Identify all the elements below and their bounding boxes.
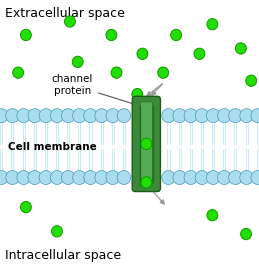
Circle shape: [61, 109, 75, 123]
Circle shape: [195, 109, 209, 123]
Circle shape: [50, 171, 64, 185]
Circle shape: [117, 109, 131, 123]
Circle shape: [173, 171, 186, 185]
Circle shape: [106, 171, 119, 185]
Circle shape: [39, 171, 53, 185]
Circle shape: [13, 67, 24, 78]
Circle shape: [73, 109, 86, 123]
Circle shape: [207, 19, 218, 30]
Circle shape: [173, 109, 186, 123]
Circle shape: [6, 109, 19, 123]
Circle shape: [240, 109, 253, 123]
Circle shape: [0, 171, 8, 185]
Circle shape: [50, 109, 64, 123]
Circle shape: [251, 171, 259, 185]
Text: Cell membrane: Cell membrane: [8, 141, 97, 152]
Text: Intracellular space: Intracellular space: [5, 249, 121, 262]
Circle shape: [184, 109, 198, 123]
Circle shape: [206, 171, 220, 185]
Circle shape: [17, 171, 30, 185]
Circle shape: [207, 210, 218, 221]
Circle shape: [52, 226, 62, 237]
Circle shape: [218, 171, 231, 185]
Circle shape: [240, 171, 253, 185]
Circle shape: [117, 171, 131, 185]
Circle shape: [106, 109, 119, 123]
Circle shape: [229, 109, 242, 123]
FancyBboxPatch shape: [132, 96, 160, 192]
Circle shape: [84, 171, 97, 185]
Circle shape: [194, 48, 205, 59]
Circle shape: [95, 109, 108, 123]
Circle shape: [20, 29, 31, 41]
Circle shape: [137, 48, 148, 59]
Circle shape: [171, 29, 182, 41]
Circle shape: [141, 138, 152, 150]
Circle shape: [39, 109, 53, 123]
Circle shape: [106, 29, 117, 41]
Text: Extracellular space: Extracellular space: [5, 7, 125, 20]
Circle shape: [17, 109, 30, 123]
Circle shape: [20, 201, 31, 213]
Circle shape: [162, 109, 175, 123]
FancyBboxPatch shape: [140, 102, 153, 186]
Circle shape: [61, 171, 75, 185]
Circle shape: [64, 16, 75, 27]
Circle shape: [218, 109, 231, 123]
Circle shape: [195, 171, 209, 185]
Circle shape: [246, 75, 257, 86]
Circle shape: [241, 228, 251, 240]
Circle shape: [95, 171, 108, 185]
Circle shape: [132, 89, 143, 100]
Circle shape: [72, 56, 83, 68]
Circle shape: [206, 109, 220, 123]
Circle shape: [0, 109, 8, 123]
Circle shape: [73, 171, 86, 185]
Circle shape: [235, 43, 246, 54]
Circle shape: [158, 67, 169, 78]
Circle shape: [28, 109, 41, 123]
Circle shape: [141, 177, 152, 188]
Circle shape: [28, 171, 41, 185]
Circle shape: [111, 67, 122, 78]
Circle shape: [162, 171, 175, 185]
Circle shape: [184, 171, 198, 185]
Circle shape: [229, 171, 242, 185]
Circle shape: [6, 171, 19, 185]
Circle shape: [251, 109, 259, 123]
Text: channel
protein: channel protein: [52, 74, 134, 104]
Circle shape: [84, 109, 97, 123]
